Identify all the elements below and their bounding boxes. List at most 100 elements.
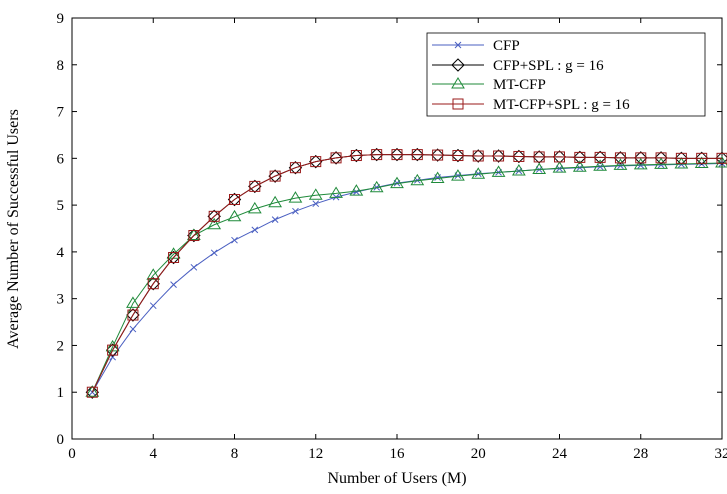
y-tick-label: 9 xyxy=(57,11,65,27)
data-point xyxy=(349,184,364,196)
data-point xyxy=(513,150,525,162)
data-point xyxy=(573,150,587,165)
data-point xyxy=(410,173,425,186)
x-tick-label: 16 xyxy=(390,446,406,462)
data-point xyxy=(593,159,608,171)
data-point xyxy=(168,252,180,264)
data-point xyxy=(330,152,342,164)
data-point xyxy=(391,149,403,161)
data-point xyxy=(271,216,279,223)
series-line xyxy=(91,162,723,393)
data-point xyxy=(85,385,100,399)
series-2 xyxy=(85,147,727,399)
data-point xyxy=(451,148,465,163)
x-tick-label: 8 xyxy=(231,446,239,462)
data-point xyxy=(675,152,687,164)
data-point xyxy=(411,149,423,161)
data-point xyxy=(207,209,221,224)
data-point xyxy=(533,151,545,163)
data-point xyxy=(715,151,727,166)
data-point xyxy=(353,188,360,196)
data-point xyxy=(572,160,587,172)
data-point xyxy=(715,156,727,168)
data-point xyxy=(249,180,261,192)
data-point xyxy=(696,152,708,164)
legend-label: CFP xyxy=(493,38,520,54)
data-point xyxy=(86,386,98,398)
data-point xyxy=(188,230,200,242)
x-axis-title: Number of Users (M) xyxy=(327,470,466,487)
y-tick-label: 1 xyxy=(57,385,65,401)
data-point xyxy=(430,171,445,183)
data-point xyxy=(309,154,323,169)
data-point xyxy=(129,325,137,333)
data-point xyxy=(229,193,240,205)
data-point xyxy=(207,217,222,230)
data-point xyxy=(85,385,100,397)
data-point xyxy=(614,152,626,164)
x-tick-label: 24 xyxy=(552,446,568,462)
data-point xyxy=(554,151,565,163)
data-point xyxy=(634,151,648,165)
data-point xyxy=(472,150,484,162)
data-point xyxy=(310,156,322,168)
data-point xyxy=(126,296,140,308)
data-point xyxy=(532,162,547,175)
data-point xyxy=(186,228,201,241)
x-tick-label: 4 xyxy=(150,446,158,462)
series-1 xyxy=(88,160,726,396)
legend: CFP CFP+SPL : g = 16 MT-CFP MT-CFP+SPL : g … xyxy=(426,32,706,117)
data-point xyxy=(147,278,159,290)
data-point xyxy=(593,150,607,165)
data-point xyxy=(654,157,668,169)
data-point xyxy=(574,151,586,163)
data-point xyxy=(107,344,119,356)
x-tick-label: 12 xyxy=(308,446,323,462)
data-point xyxy=(390,176,404,189)
data-point xyxy=(146,276,160,291)
data-point xyxy=(694,156,709,168)
data-point xyxy=(613,158,628,170)
data-point xyxy=(127,309,139,321)
data-point xyxy=(190,263,198,271)
x-tick-label: 28 xyxy=(633,446,648,462)
series-4 xyxy=(86,149,727,398)
legend-label: MT-CFP+SPL : g = 16 xyxy=(493,97,630,113)
data-point xyxy=(511,163,526,176)
series-group xyxy=(85,147,727,399)
data-point xyxy=(251,226,259,234)
data-point xyxy=(471,149,485,163)
data-point xyxy=(288,160,303,175)
data-point xyxy=(210,249,218,257)
data-point xyxy=(170,281,177,288)
data-point xyxy=(390,147,404,162)
data-point xyxy=(371,149,383,161)
data-point xyxy=(231,236,238,244)
data-point xyxy=(208,210,220,222)
data-point xyxy=(410,147,425,162)
y-tick-label: 7 xyxy=(57,105,65,121)
data-point xyxy=(694,151,709,166)
y-tick-label: 5 xyxy=(57,198,65,214)
data-point xyxy=(432,149,444,161)
data-point xyxy=(369,147,384,162)
data-point xyxy=(654,151,668,165)
data-point xyxy=(247,201,262,214)
data-point xyxy=(594,151,606,163)
legend-marker xyxy=(454,41,462,49)
data-point xyxy=(552,161,567,173)
y-tick-label: 3 xyxy=(57,292,65,308)
y-tick-label: 0 xyxy=(57,432,65,448)
legend-box xyxy=(426,32,706,117)
legend-marker xyxy=(451,58,465,72)
legend-label: MT-CFP xyxy=(493,77,546,93)
data-point xyxy=(512,149,526,164)
data-point xyxy=(493,150,505,162)
data-point xyxy=(350,150,362,162)
data-point xyxy=(227,209,242,222)
data-point xyxy=(329,186,343,198)
data-point xyxy=(292,207,299,215)
data-point xyxy=(149,302,157,310)
